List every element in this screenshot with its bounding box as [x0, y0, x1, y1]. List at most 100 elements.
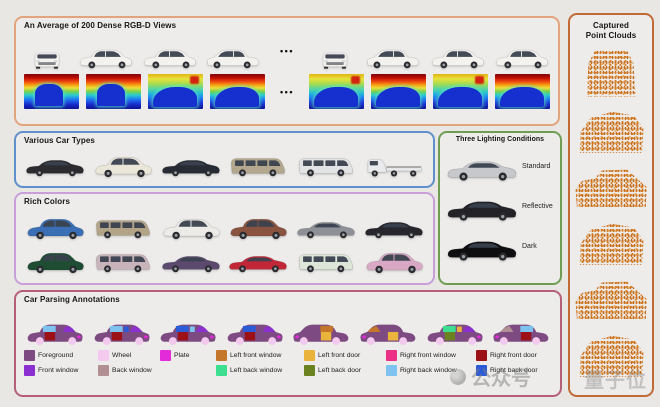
depth-car-silhouette — [499, 86, 544, 107]
panel-rich-colors: Rich Colors — [14, 192, 435, 285]
point-cloud-image — [575, 220, 647, 270]
legend-color-swatch — [24, 364, 35, 376]
depth-map-image — [494, 74, 550, 110]
pointclouds-panel-title: Captured Point Clouds — [574, 21, 648, 42]
panel-lighting-conditions: Three Lighting Conditions — [438, 131, 562, 285]
legend-item: Right back window — [386, 364, 476, 376]
depth-car-silhouette — [375, 86, 420, 107]
legend-color-swatch — [216, 349, 227, 361]
panel-car-types: Various Car Types — [14, 131, 435, 188]
legend-color-swatch — [386, 364, 397, 376]
watermark: 公众号 — [450, 362, 531, 391]
legend-item: Left front window — [216, 349, 304, 361]
legend-color-swatch — [304, 364, 315, 376]
car-photo — [429, 34, 486, 70]
car-photo — [227, 148, 289, 179]
legend-color-swatch — [476, 349, 487, 361]
depth-car-silhouette — [152, 86, 197, 107]
point-cloud-stack — [574, 47, 648, 382]
point-cloud-image — [574, 277, 648, 325]
colors-row-2 — [24, 244, 425, 275]
car-photo — [227, 210, 289, 241]
parsing-panel-title: Car Parsing Annotations — [24, 295, 120, 304]
car-photo — [365, 34, 422, 70]
car-photo — [24, 244, 86, 275]
car-photo — [24, 148, 86, 179]
legend-color-swatch — [98, 364, 109, 376]
types-panel-title: Various Car Types — [24, 136, 95, 145]
lighting-condition-label: Reflective — [522, 203, 553, 211]
car-photo — [295, 148, 357, 179]
car-photo — [77, 34, 134, 70]
legend-label: Right front door — [490, 351, 537, 359]
panel-point-clouds: Captured Point Clouds — [568, 13, 654, 397]
car-photo — [363, 210, 425, 241]
watermark-text-1: 公众号 — [471, 368, 531, 390]
car-photo — [160, 244, 222, 275]
legend-label: Left back door — [318, 366, 362, 374]
legend-label: Right back door — [490, 366, 538, 374]
depth-map-image — [24, 74, 79, 110]
car-photo — [493, 34, 550, 70]
legend-row-1: Foreground Wheel Plate Left front window… — [24, 349, 552, 361]
parsed-car-row — [24, 307, 552, 346]
car-photo — [160, 148, 222, 179]
depth-car-silhouette — [214, 86, 259, 107]
legend-item: Wheel — [98, 349, 160, 361]
depth-map-image — [148, 74, 203, 110]
car-photo — [24, 34, 70, 70]
legend-item: Right front window — [386, 349, 476, 361]
depth-car-silhouette — [97, 83, 125, 107]
depth-map-image — [86, 74, 141, 110]
rgbd-depth-row: ••• — [24, 74, 550, 110]
legend-item: Right back door — [476, 364, 556, 376]
legend-item: Right front door — [476, 349, 556, 361]
car-photo — [92, 148, 154, 179]
car-photo — [363, 244, 425, 275]
legend-color-swatch — [304, 349, 315, 361]
legend-label: Foreground — [38, 351, 74, 359]
depth-car-silhouette — [35, 83, 63, 107]
lighting-condition-row: Standard — [445, 149, 555, 184]
legend-label: Left front door — [318, 351, 361, 359]
legend-item: Front window — [24, 364, 98, 376]
car-photo — [363, 148, 425, 179]
lighting-condition-row: Dark — [445, 229, 555, 264]
legend-row-2: Front window Back window Left back windo… — [24, 364, 552, 376]
car-photo — [24, 210, 86, 241]
legend-color-swatch — [386, 349, 397, 361]
legend-color-swatch — [98, 349, 109, 361]
rgbd-panel-title: An Average of 200 Dense RGB-D Views — [24, 21, 177, 30]
point-cloud-image — [583, 47, 639, 101]
lighting-condition-label: Standard — [522, 163, 551, 171]
depth-map-image — [432, 74, 488, 110]
watermark-logo-icon — [450, 368, 466, 385]
legend-item: Foreground — [24, 349, 98, 361]
rgbd-car-row: ••• — [24, 32, 550, 70]
car-photo — [312, 34, 358, 70]
lighting-condition-row: Reflective — [445, 189, 555, 224]
panel-parsing-annotations: Car Parsing Annotations — [14, 290, 562, 397]
depth-car-silhouette — [437, 86, 482, 107]
legend-label: Back window — [112, 366, 152, 374]
ellipsis-dots: ••• — [280, 86, 294, 97]
legend-item: Left front door — [304, 349, 386, 361]
parsed-car-image — [491, 307, 552, 346]
parsed-car-image — [157, 307, 218, 346]
legend-label: Plate — [174, 351, 190, 359]
lighting-rows: Standard — [445, 149, 555, 264]
car-photo — [445, 149, 519, 184]
pointclouds-title-line2: Point Clouds — [585, 31, 637, 41]
watermark-text-2: 量子位 — [584, 370, 647, 392]
legend-item: Back window — [98, 364, 160, 376]
car-photo — [445, 229, 519, 264]
car-photo — [141, 34, 198, 70]
car-photo — [92, 244, 154, 275]
legend-item: Plate — [160, 349, 216, 361]
parsed-car-image — [91, 307, 152, 346]
legend-color-swatch — [216, 364, 227, 376]
legend-item: Left back door — [304, 364, 386, 376]
depth-map-image — [370, 74, 426, 110]
lighting-panel-title: Three Lighting Conditions — [455, 136, 545, 143]
car-photo — [160, 210, 222, 241]
